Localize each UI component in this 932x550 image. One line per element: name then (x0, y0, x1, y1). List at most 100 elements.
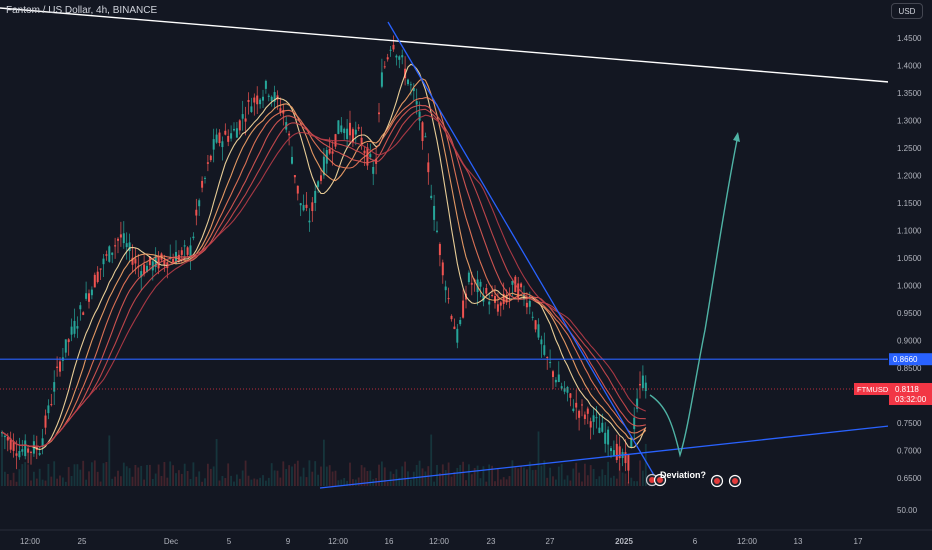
volume-bar (143, 479, 145, 486)
volume-bar (102, 463, 105, 486)
flag-dot (714, 478, 720, 484)
volume-bar (24, 462, 27, 486)
candle-body (346, 128, 349, 139)
candle-body (531, 316, 534, 318)
volume-bar (125, 466, 128, 486)
candle-body (546, 356, 549, 358)
volume-bar (76, 464, 79, 486)
volume-bar (79, 469, 82, 486)
volume-bar (67, 467, 70, 486)
volume-bar (12, 472, 15, 486)
candle-body (317, 181, 320, 187)
candle-body (328, 148, 331, 154)
projection-arrowhead (733, 132, 740, 142)
volume-bar (618, 462, 621, 486)
candle-body (238, 120, 241, 131)
volume-bar (131, 476, 134, 486)
candle-body (79, 305, 82, 310)
volume-bar (624, 473, 627, 486)
candle-body (560, 386, 563, 389)
candle-body (496, 304, 499, 312)
volume-bar (485, 481, 488, 486)
volume-bar (215, 439, 218, 486)
volume-bar (328, 465, 331, 486)
candle-body (227, 135, 230, 142)
candle-body (131, 257, 134, 265)
candle-body (21, 449, 24, 452)
volume-bar (476, 465, 479, 486)
volume-bar (465, 480, 467, 486)
time-tick-label: 13 (794, 537, 803, 546)
candle-body (27, 448, 30, 453)
price-tick-label: 0.7000 (897, 447, 922, 456)
candle-body (412, 88, 415, 92)
candle-body (183, 245, 186, 247)
candle-body (624, 452, 627, 464)
candle-body (64, 339, 67, 353)
volume-bar (360, 465, 363, 486)
candle-body (488, 301, 491, 305)
volume-bar (137, 467, 140, 486)
volume-bar (433, 481, 435, 486)
candle-body (433, 205, 436, 220)
candle-body (543, 345, 546, 355)
volume-bar (462, 461, 464, 486)
candle-body (264, 80, 267, 89)
volume-bar (186, 470, 189, 486)
volume-bar (114, 476, 116, 486)
candle-body (56, 366, 59, 368)
volume-bar (497, 467, 499, 486)
candle-body (436, 230, 438, 232)
price-tick-label: 1.0000 (897, 282, 922, 291)
volume-bar (383, 467, 386, 486)
candle-body (630, 437, 633, 448)
volume-bar (320, 466, 322, 486)
volume-bar (21, 464, 24, 486)
candle-body (224, 130, 227, 135)
time-tick-label: 6 (693, 537, 698, 546)
symbol-tag-text: FTMUSD (857, 385, 889, 394)
volume-bar (340, 479, 343, 486)
candle-body (360, 137, 363, 146)
candle-body (601, 422, 604, 432)
volume-bar (212, 466, 215, 486)
volume-bar (241, 470, 244, 486)
volume-bar (35, 478, 38, 486)
volume-bar (357, 477, 360, 486)
candle-body (206, 162, 209, 164)
candle-body (70, 326, 73, 335)
candle-body (534, 320, 537, 330)
volume-bar (56, 478, 58, 486)
volume-bar (581, 481, 583, 486)
candle-body (467, 272, 470, 283)
volume-bar (636, 481, 638, 486)
volume-bar (178, 470, 180, 486)
candle-body (212, 139, 215, 150)
candle-body (572, 408, 575, 411)
volume-bar (302, 467, 305, 486)
candle-body (314, 190, 317, 203)
volume-bar (584, 463, 586, 486)
candle-body (575, 402, 578, 408)
volume-bar (386, 481, 389, 486)
candle-body (9, 438, 12, 450)
currency-button[interactable]: USD (891, 3, 923, 19)
candle-body (598, 427, 601, 434)
time-tick-label: 12:00 (737, 537, 758, 546)
volume-bar (595, 479, 598, 486)
candle-body (639, 384, 641, 386)
candle-body (418, 111, 421, 121)
volume-bar (73, 464, 76, 486)
price-tick-label: 0.8500 (897, 364, 922, 373)
volume-bar (499, 479, 502, 486)
time-tick-label: 2025 (615, 537, 633, 546)
candle-body (125, 243, 128, 248)
white-trendline (0, 7, 890, 83)
volume-bar (639, 460, 641, 486)
volume-bar (630, 477, 633, 486)
candle-body (502, 293, 505, 304)
volume-bar (511, 460, 514, 486)
candle-body (204, 177, 206, 179)
candle-body (563, 388, 566, 392)
